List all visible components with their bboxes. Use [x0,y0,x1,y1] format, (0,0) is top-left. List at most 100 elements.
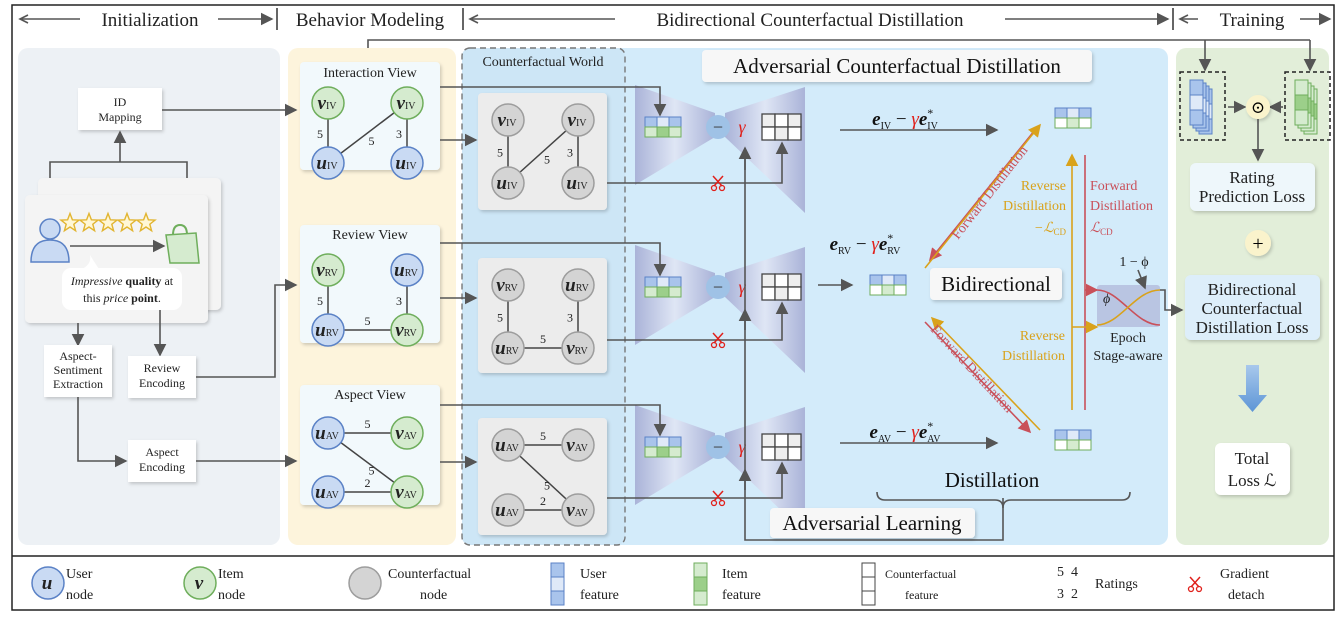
svg-text:Forward: Forward [1090,179,1137,194]
counterfactual-feature [761,113,802,141]
rating-prediction-loss-box: Rating Prediction Loss [1190,163,1315,211]
svg-text:uRV: uRV [495,338,519,359]
svg-text:node: node [420,588,447,603]
gamma-symbol: γ [738,277,746,297]
review-encoding-box: Review Encoding [128,356,196,398]
gamma-symbol: γ [738,117,746,137]
svg-text:Aspect: Aspect [145,445,179,459]
item-feature-stack-cell [1294,79,1309,96]
svg-text:Review View: Review View [332,228,408,243]
svg-text:feature: feature [905,588,938,602]
top-connector [367,39,1310,48]
rating-label: 5 [540,429,546,443]
counterfactual-node: uRV [491,331,525,365]
scissors-icon [710,175,726,192]
svg-text:Total: Total [1235,449,1270,468]
aspect-encoding-box: Aspect Encoding [128,440,196,482]
item-node: vAV [390,475,424,509]
rating-label: 5 [365,417,371,431]
svg-text:uIV: uIV [566,173,588,194]
rating-label: 5 [544,479,550,493]
rating-label: 3 [567,311,573,325]
svg-text:Counterfactual: Counterfactual [1201,299,1302,318]
distillation-label: Distillation [945,468,1040,492]
plus-icon [1245,230,1271,256]
section-training: Training [1220,10,1285,31]
item-node: vIV [311,86,345,120]
legend-item-node-icon: v [183,566,217,600]
counterfactual-node: uIV [561,166,595,200]
plus-symbol: + [1252,233,1263,255]
svg-text:User: User [580,567,607,582]
counterfactual-node: vRV [491,268,525,302]
svg-text:Adversarial Counterfactual Dis: Adversarial Counterfactual Distillation [733,54,1061,78]
forward-distillation-right: Forward Distillation ℒCD [1090,179,1153,237]
graph-0: 5 5 3 vIV vIV uIV uIV [311,86,424,180]
item-node: vAV [390,416,424,450]
svg-text:vIV: vIV [498,110,518,131]
rating-label: 5 [317,127,323,141]
svg-text:Distillation: Distillation [1002,349,1065,364]
svg-text:−: − [713,277,723,297]
shopping-bag-icon [165,223,200,264]
svg-text:−: − [713,437,723,457]
outer-frame [11,4,1335,611]
svg-text:Epoch: Epoch [1110,331,1146,346]
stage-aware-schedule: ϕ 1 − ϕ Epoch Stage-aware [1093,255,1184,364]
item-embedding-stack [1284,71,1331,141]
svg-text:uIV: uIV [316,153,338,174]
svg-text:Reverse: Reverse [1021,179,1066,194]
rating-label: 5 [540,332,546,346]
svg-text:Interaction View: Interaction View [323,66,417,81]
star-icon [135,211,157,233]
svg-text:uIV: uIV [395,153,417,174]
svg-text:Extraction: Extraction [53,377,103,391]
counterfactual-node: uAV [491,428,525,462]
svg-text:Aspect-: Aspect- [59,349,96,363]
svg-text:ℒCD: ℒCD [1090,221,1113,237]
svg-text:Aspect View: Aspect View [334,388,406,403]
svg-text:uAV: uAV [495,435,520,456]
user-feature-stack-cell [1189,79,1204,96]
svg-text:uRV: uRV [315,320,339,341]
section-header: Initialization Behavior Modeling Bidirec… [18,8,1332,31]
svg-text:uIV: uIV [496,173,518,194]
legend-item-feature-icon [693,562,708,578]
distillation-brace [876,491,1131,509]
section-initialization: Initialization [101,10,199,31]
rating-label: 5 [544,153,550,167]
bcd-loss-box: Bidirectional Counterfactual Distillatio… [1185,275,1320,340]
rating-label: 5 [497,311,503,325]
svg-text:−: − [713,117,723,137]
down-arrow-icon [1238,365,1267,412]
svg-text:detach: detach [1228,588,1265,603]
svg-text:ϕ: ϕ [1103,292,1110,307]
svg-text:vAV: vAV [395,423,417,444]
formula-rv: eRV − γe* RV [830,231,902,257]
svg-text:Gradient: Gradient [1220,567,1269,582]
counterfactual-node: vIV [561,103,595,137]
user-node: uAV [311,475,345,509]
svg-text:vAV: vAV [566,435,588,456]
svg-text:Prediction Loss: Prediction Loss [1199,187,1305,206]
svg-text:1 − ϕ: 1 − ϕ [1119,255,1148,270]
section-bcd: Bidirectional Counterfactual Distillatio… [656,10,964,31]
item-feature-stack-cell [1294,94,1309,111]
user-feature-stack-cell [1189,94,1204,111]
user-node: uRV [311,313,345,347]
scissors-icon [710,490,726,507]
legend-item-feature-icon [693,576,708,592]
user-node: uAV [311,416,345,450]
svg-text:vIV: vIV [318,93,338,114]
svg-text:Impressive quality at: Impressive quality at [70,274,174,288]
svg-text:uRV: uRV [565,275,589,296]
counterfactual-node: uIV [491,166,525,200]
svg-text:Stage-aware: Stage-aware [1093,349,1162,364]
graph-1: 5 3 5 vRV uRV uRV vRV [311,253,424,347]
adversarial-learning-box: Adversarial Learning [770,508,975,538]
user-node: uIV [390,146,424,180]
svg-text:Item: Item [218,567,244,582]
rating-label: 2 [365,476,371,490]
star-rating [59,211,157,233]
